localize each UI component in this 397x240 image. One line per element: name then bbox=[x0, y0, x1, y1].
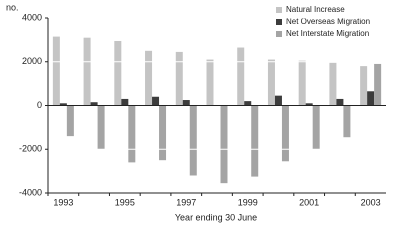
bar bbox=[189, 105, 197, 176]
y-unit: no. bbox=[6, 2, 19, 12]
legend-label: Net Interstate Migration bbox=[286, 29, 369, 38]
bar bbox=[267, 59, 275, 106]
bar bbox=[90, 102, 98, 106]
bar bbox=[83, 37, 91, 106]
x-tick-label: 1999 bbox=[238, 197, 258, 207]
bar bbox=[97, 105, 105, 150]
y-tick-label: 0 bbox=[37, 100, 42, 110]
bar bbox=[367, 91, 375, 106]
bar bbox=[59, 103, 67, 106]
bar bbox=[343, 105, 351, 138]
bar bbox=[145, 50, 153, 106]
bar bbox=[114, 40, 122, 106]
bar bbox=[182, 100, 190, 106]
legend-swatch bbox=[276, 19, 282, 25]
bar bbox=[128, 105, 136, 163]
bar bbox=[281, 105, 289, 162]
bar bbox=[206, 59, 214, 106]
bar bbox=[244, 101, 252, 106]
bar bbox=[374, 63, 382, 106]
bar bbox=[336, 98, 344, 106]
bar bbox=[152, 96, 160, 106]
legend-label: Net Overseas Migration bbox=[286, 17, 370, 26]
bar bbox=[274, 95, 282, 106]
bar bbox=[312, 105, 320, 150]
bar bbox=[52, 36, 60, 106]
bar bbox=[175, 51, 183, 106]
legend-swatch bbox=[276, 31, 282, 37]
chart: no. Year ending 30 June Natural Increase… bbox=[6, 2, 386, 222]
y-tick-label: 2000 bbox=[22, 56, 42, 66]
bar bbox=[305, 103, 313, 106]
x-axis-title: Year ending 30 June bbox=[175, 212, 257, 222]
bar bbox=[121, 98, 129, 106]
x-tick-label: 1995 bbox=[115, 197, 135, 207]
legend-label: Natural Increase bbox=[286, 5, 345, 14]
bar bbox=[159, 105, 167, 161]
y-tick-label: -2000 bbox=[19, 144, 42, 154]
x-tick-label: 1997 bbox=[176, 197, 196, 207]
bar bbox=[251, 105, 259, 177]
bar bbox=[220, 105, 228, 184]
x-tick-label: 1993 bbox=[53, 197, 73, 207]
y-tick-label: -4000 bbox=[19, 187, 42, 197]
bar bbox=[360, 66, 368, 106]
x-tick-label: 2001 bbox=[299, 197, 319, 207]
x-tick-label: 2003 bbox=[361, 197, 381, 207]
legend: Natural Increase Net Overseas Migration Ne… bbox=[276, 5, 370, 38]
bar bbox=[298, 60, 306, 106]
bar bbox=[237, 47, 245, 106]
legend-swatch bbox=[276, 7, 282, 13]
bar bbox=[329, 62, 337, 106]
bar bbox=[66, 105, 74, 137]
y-tick-label: 4000 bbox=[22, 12, 42, 22]
